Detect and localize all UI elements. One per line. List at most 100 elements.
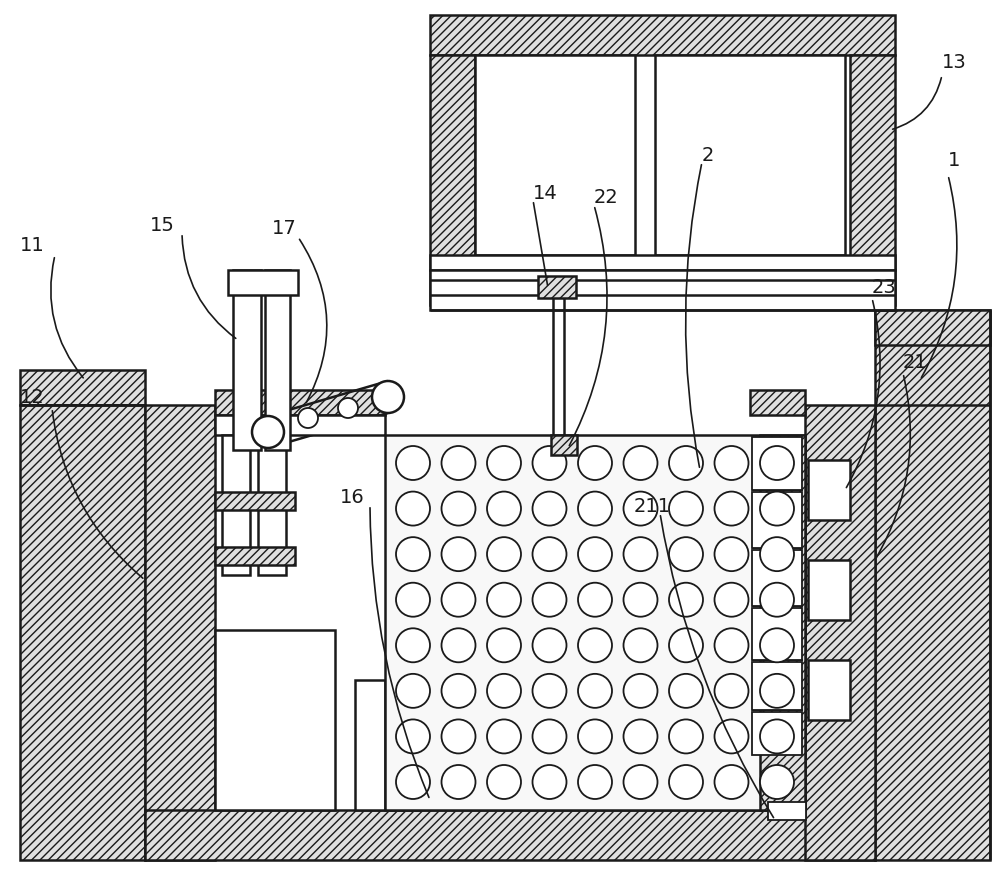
Circle shape xyxy=(532,765,566,799)
Bar xyxy=(430,15,895,55)
Circle shape xyxy=(714,720,748,753)
Bar xyxy=(215,415,385,435)
Circle shape xyxy=(624,628,658,663)
Circle shape xyxy=(252,416,284,448)
Circle shape xyxy=(669,583,703,617)
Bar xyxy=(390,680,420,810)
Bar xyxy=(430,270,895,310)
Bar xyxy=(808,460,850,520)
Circle shape xyxy=(487,674,521,708)
Circle shape xyxy=(532,583,566,617)
Circle shape xyxy=(487,492,521,525)
Circle shape xyxy=(624,674,658,708)
Circle shape xyxy=(714,446,748,480)
Text: 211: 211 xyxy=(634,497,671,517)
Text: 11: 11 xyxy=(20,236,45,254)
Bar xyxy=(215,630,335,810)
Circle shape xyxy=(624,720,658,753)
Bar xyxy=(752,550,802,606)
Circle shape xyxy=(487,765,521,799)
Text: 1: 1 xyxy=(948,150,960,170)
Circle shape xyxy=(760,537,794,571)
Circle shape xyxy=(396,765,430,799)
Text: 15: 15 xyxy=(150,216,175,234)
Circle shape xyxy=(760,446,794,480)
Circle shape xyxy=(624,537,658,571)
Circle shape xyxy=(487,537,521,571)
Bar xyxy=(768,802,806,820)
Circle shape xyxy=(442,765,476,799)
Circle shape xyxy=(624,446,658,480)
Circle shape xyxy=(532,537,566,571)
Circle shape xyxy=(396,492,430,525)
Circle shape xyxy=(669,537,703,571)
Circle shape xyxy=(532,720,566,753)
Circle shape xyxy=(532,446,566,480)
Bar xyxy=(265,270,290,450)
Bar xyxy=(355,680,385,810)
Circle shape xyxy=(760,765,794,799)
Text: 12: 12 xyxy=(20,387,45,407)
Circle shape xyxy=(578,674,612,708)
Circle shape xyxy=(396,720,430,753)
Circle shape xyxy=(487,628,521,663)
Bar xyxy=(145,810,875,860)
Bar xyxy=(875,310,990,860)
Circle shape xyxy=(442,720,476,753)
Circle shape xyxy=(396,446,430,480)
Circle shape xyxy=(442,628,476,663)
Bar xyxy=(215,547,295,565)
Circle shape xyxy=(298,408,318,428)
Bar xyxy=(430,255,895,270)
Circle shape xyxy=(396,583,430,617)
Circle shape xyxy=(578,583,612,617)
Circle shape xyxy=(442,583,476,617)
Circle shape xyxy=(442,537,476,571)
Circle shape xyxy=(396,628,430,663)
Circle shape xyxy=(669,674,703,708)
Circle shape xyxy=(578,537,612,571)
Bar xyxy=(538,276,576,298)
Circle shape xyxy=(487,720,521,753)
Circle shape xyxy=(396,537,430,571)
Bar xyxy=(222,435,250,575)
Circle shape xyxy=(760,674,794,708)
Circle shape xyxy=(578,628,612,663)
Circle shape xyxy=(714,492,748,525)
Bar xyxy=(233,270,261,450)
Bar xyxy=(215,492,295,510)
Bar xyxy=(228,270,298,295)
Circle shape xyxy=(578,446,612,480)
Bar xyxy=(752,662,802,710)
Bar xyxy=(808,660,850,720)
Circle shape xyxy=(532,492,566,525)
Bar xyxy=(430,55,475,305)
Circle shape xyxy=(669,446,703,480)
Bar xyxy=(875,310,990,345)
Circle shape xyxy=(442,446,476,480)
Circle shape xyxy=(578,765,612,799)
Bar xyxy=(145,405,215,860)
Circle shape xyxy=(760,720,794,753)
Circle shape xyxy=(714,583,748,617)
Circle shape xyxy=(669,765,703,799)
Bar xyxy=(475,55,635,255)
Bar xyxy=(752,492,802,548)
Circle shape xyxy=(396,674,430,708)
Circle shape xyxy=(669,628,703,663)
Bar xyxy=(20,370,145,405)
Circle shape xyxy=(714,537,748,571)
Circle shape xyxy=(624,583,658,617)
Circle shape xyxy=(624,492,658,525)
Bar xyxy=(752,608,802,660)
Bar xyxy=(215,390,385,415)
Circle shape xyxy=(760,628,794,663)
Circle shape xyxy=(442,492,476,525)
Text: 2: 2 xyxy=(702,145,714,165)
Bar xyxy=(258,435,286,575)
Bar xyxy=(551,435,577,455)
Bar xyxy=(805,405,875,860)
Bar xyxy=(808,560,850,620)
Circle shape xyxy=(714,674,748,708)
Bar xyxy=(385,435,805,810)
